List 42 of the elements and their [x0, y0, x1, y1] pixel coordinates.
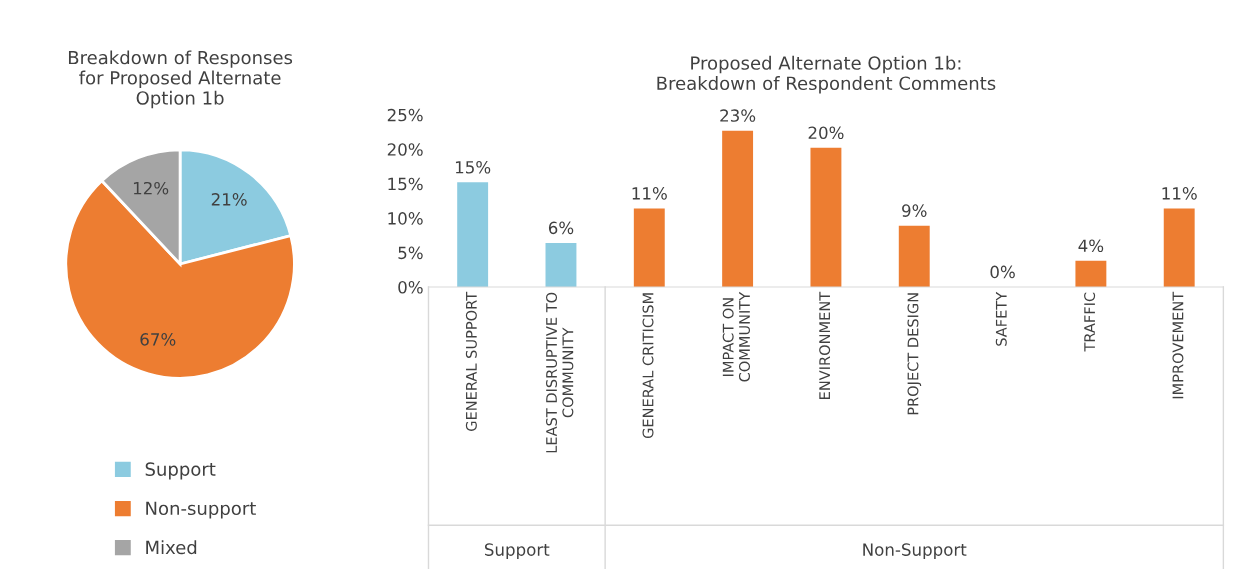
data-label: 21% [211, 193, 247, 206]
data-label: 11% [632, 187, 667, 200]
text: Support [484, 543, 550, 560]
y-tick-label: 20% [387, 143, 423, 156]
y-tick-label: 10% [388, 212, 423, 225]
text: Non-Support [863, 543, 967, 560]
data-label: 9% [902, 204, 927, 217]
x-tick-label: IMPROVEMENT [1172, 291, 1184, 399]
x-tick-label: TRAFFIC [1084, 292, 1096, 352]
x-tick-label: ENVIRONMENT [819, 291, 831, 399]
data-label: 15% [455, 160, 491, 174]
bar [633, 208, 665, 287]
data-label: 23% [720, 109, 756, 122]
x-tick-label: GENERAL SUPPORT [465, 291, 477, 431]
data-label: 4% [1078, 239, 1104, 253]
data-label: 0% [990, 265, 1015, 279]
bar [810, 147, 842, 287]
y-tick-label: 0% [398, 280, 423, 294]
data-label: 67% [140, 333, 176, 346]
bar [1075, 260, 1107, 287]
x-tick-label: PROJECT DESIGN [907, 293, 922, 415]
x-tick-label: SAFETY [995, 291, 1007, 346]
legend-label: Support [145, 462, 216, 480]
bar [457, 182, 489, 287]
x-tick-label: GENERAL CRITICISM [642, 293, 654, 439]
x-tick-label: IMPACT ON COMMUNITY [722, 291, 751, 382]
chart-title: Proposed Alternate Option 1b: Breakdown of Respondent Comments [657, 55, 996, 94]
bar [898, 225, 930, 287]
bar [1163, 208, 1195, 287]
data-label: 11% [1162, 187, 1197, 200]
bar [722, 130, 754, 287]
chart-title: Breakdown of Responses for Proposed Alternate Option 1b [68, 50, 293, 109]
data-label: 6% [548, 221, 574, 235]
data-label: 12% [133, 181, 169, 195]
legend-label: Non-support [146, 501, 256, 519]
y-tick-label: 15% [388, 177, 423, 191]
legend-label: Mixed [146, 540, 197, 555]
y-tick-label: 25% [387, 108, 423, 122]
y-tick-label: 5% [398, 246, 423, 260]
x-tick-label: LEAST DISRUPTIVE TO COMMUNITY [546, 292, 574, 453]
bar [545, 242, 577, 287]
data-label: 20% [808, 126, 844, 140]
